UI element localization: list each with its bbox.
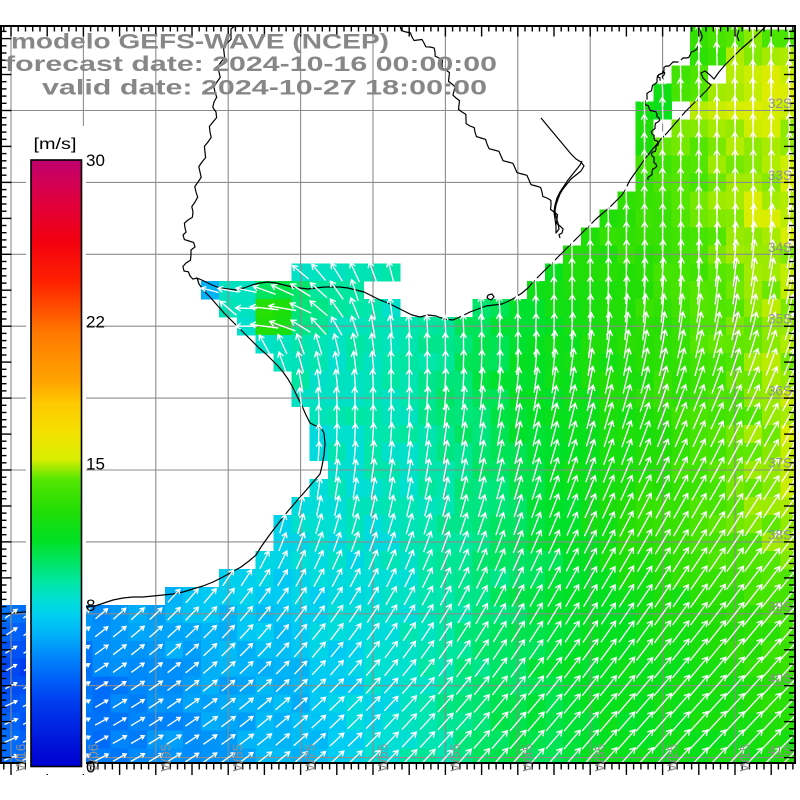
svg-text:35S: 35S	[768, 312, 792, 327]
svg-text:36S: 36S	[768, 384, 792, 399]
svg-text:37S: 37S	[768, 456, 792, 471]
svg-text:22: 22	[86, 313, 105, 332]
svg-text:W15: W15	[738, 744, 753, 772]
svg-text:0: 0	[86, 758, 95, 777]
svg-text:W25: W25	[665, 744, 680, 772]
svg-text:39S: 39S	[768, 599, 792, 614]
svg-text:W45: W45	[520, 744, 535, 772]
svg-text:15: 15	[86, 454, 105, 473]
svg-text:W06: W06	[86, 744, 101, 772]
svg-text:33S: 33S	[768, 168, 792, 183]
svg-text:8: 8	[86, 596, 95, 615]
svg-text:valid date: 2024-10-27 18:00:0: valid date: 2024-10-27 18:00:00	[42, 76, 487, 100]
svg-text:W95: W95	[158, 744, 173, 772]
svg-text:40S: 40S	[768, 671, 792, 686]
svg-text:W75: W75	[303, 744, 318, 772]
svg-text:38S: 38S	[768, 527, 792, 542]
svg-text:forecast date: 2024-10-16 00:0: forecast date: 2024-10-16 00:00:00	[5, 52, 497, 76]
svg-text:modelo GEFS-WAVE (NCEP): modelo GEFS-WAVE (NCEP)	[11, 30, 389, 54]
svg-text:[m/s]: [m/s]	[34, 136, 77, 153]
svg-text:30: 30	[86, 151, 105, 170]
svg-text:W35: W35	[593, 744, 608, 772]
svg-text:32S: 32S	[768, 96, 792, 111]
svg-text:W55: W55	[448, 744, 463, 772]
svg-text:41S: 41S	[768, 743, 792, 758]
svg-text:W85: W85	[231, 744, 246, 772]
svg-text:W65: W65	[376, 744, 391, 772]
svg-text:34S: 34S	[768, 240, 792, 255]
svg-text:W16: W16	[14, 744, 29, 772]
